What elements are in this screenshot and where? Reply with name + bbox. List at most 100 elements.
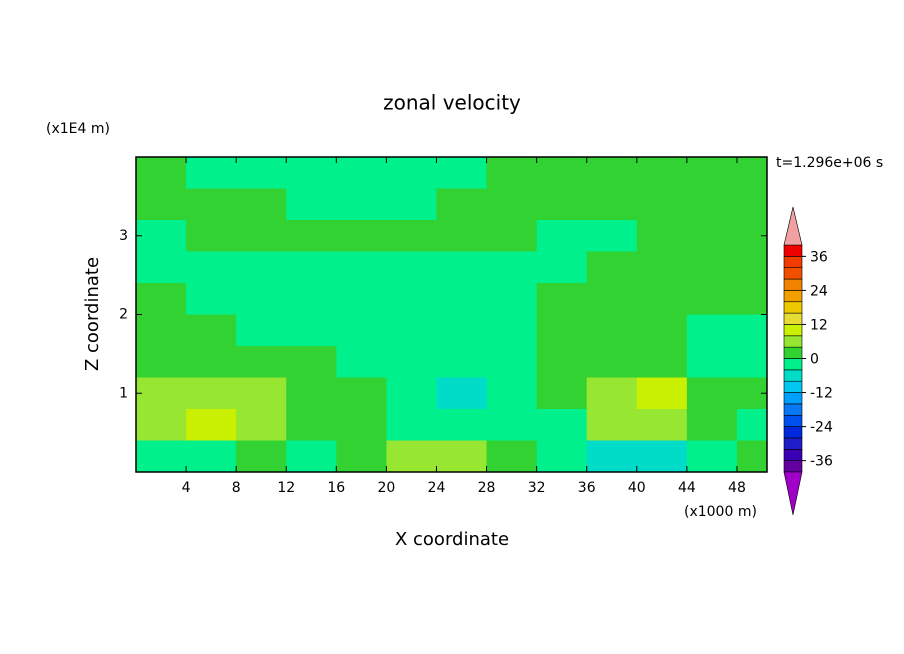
contour-cell bbox=[536, 283, 588, 315]
x-tick-label: 24 bbox=[428, 480, 446, 496]
contour-cell bbox=[636, 220, 688, 252]
contour-cell bbox=[486, 283, 538, 315]
contour-cell bbox=[286, 440, 337, 472]
colorbar-tick-label: -24 bbox=[810, 420, 833, 436]
contour-cell bbox=[586, 440, 638, 472]
contour-cell bbox=[686, 157, 738, 189]
contour-cell bbox=[486, 220, 538, 252]
contour-cell bbox=[186, 157, 237, 189]
contour-cell bbox=[136, 409, 187, 441]
contour-cell bbox=[686, 283, 738, 315]
contour-cell bbox=[686, 377, 738, 410]
colorbar-box bbox=[783, 346, 803, 359]
contour-cell bbox=[536, 220, 588, 252]
contour-cell bbox=[336, 188, 387, 221]
contour-cell bbox=[586, 409, 638, 441]
contour-cell bbox=[736, 440, 767, 472]
contour-cell bbox=[186, 283, 237, 315]
colorbar-box bbox=[783, 278, 803, 291]
colorbar-box bbox=[783, 301, 803, 314]
x-tick-label: 40 bbox=[628, 480, 646, 496]
contour-cell bbox=[636, 188, 688, 221]
contour-cell bbox=[686, 251, 738, 284]
colorbar-box bbox=[783, 414, 803, 427]
time-label: t=1.296e+06 s bbox=[776, 155, 883, 171]
contour-cell bbox=[286, 283, 337, 315]
contour-cell bbox=[136, 314, 187, 347]
contour-cell bbox=[286, 220, 337, 252]
contour-cell bbox=[486, 251, 538, 284]
contour-cell bbox=[586, 283, 638, 315]
contour-cell bbox=[186, 440, 237, 472]
contour-cell bbox=[436, 157, 488, 189]
colorbar-box bbox=[783, 312, 803, 325]
contour-cell bbox=[736, 314, 767, 347]
contour-cell bbox=[436, 409, 488, 441]
chart-title: zonal velocity bbox=[383, 91, 521, 115]
contour-cell bbox=[586, 188, 638, 221]
contour-cell bbox=[586, 220, 638, 252]
contour-cell bbox=[536, 377, 588, 410]
contour-cell bbox=[636, 314, 688, 347]
x-tick-label: 48 bbox=[728, 480, 746, 496]
contour-cell bbox=[536, 440, 588, 472]
contour-cell bbox=[236, 283, 287, 315]
colorbar-box bbox=[783, 448, 803, 461]
contour-cell bbox=[486, 409, 538, 441]
contour-cell bbox=[336, 251, 387, 284]
colorbar-box bbox=[783, 324, 803, 337]
colorbar-box bbox=[783, 267, 803, 280]
colorbar-over bbox=[783, 206, 803, 246]
x-tick-label: 8 bbox=[232, 480, 241, 496]
colorbar-box bbox=[783, 460, 803, 473]
contour-cell bbox=[736, 283, 767, 315]
contour-cell bbox=[286, 377, 337, 410]
contour-cell bbox=[686, 188, 738, 221]
contour-cell bbox=[136, 283, 187, 315]
contour-cell bbox=[336, 157, 387, 189]
colorbar-box bbox=[783, 369, 803, 382]
colorbar-box bbox=[783, 244, 803, 257]
contour-cell bbox=[536, 188, 588, 221]
contour-cell bbox=[386, 157, 437, 189]
contour-cell bbox=[586, 346, 638, 378]
colorbar-tick-label: 12 bbox=[810, 317, 828, 333]
contour-cell bbox=[236, 440, 287, 472]
contour-cell bbox=[386, 377, 437, 410]
contour-cell bbox=[386, 188, 437, 221]
contour-cell bbox=[436, 251, 488, 284]
contour-cell bbox=[236, 251, 287, 284]
contour-cell bbox=[636, 251, 688, 284]
contour-cell bbox=[286, 314, 337, 347]
y-unit: (x1E4 m) bbox=[46, 121, 110, 137]
colorbar-box bbox=[783, 392, 803, 405]
contour-cell bbox=[186, 377, 237, 410]
contour-cell bbox=[536, 157, 588, 189]
contour-cell bbox=[386, 283, 437, 315]
x-unit: (x1000 m) bbox=[684, 504, 757, 520]
colorbar-tick-label: -12 bbox=[810, 386, 833, 402]
contour-cell bbox=[236, 220, 287, 252]
contour-cell bbox=[386, 220, 437, 252]
contour-cell bbox=[386, 440, 437, 472]
contour-cell bbox=[336, 346, 387, 378]
colorbar-tick-label: 24 bbox=[810, 283, 828, 299]
contour-cell bbox=[386, 409, 437, 441]
contour-cell bbox=[186, 409, 237, 441]
contour-cell bbox=[386, 251, 437, 284]
contour-cell bbox=[186, 314, 237, 347]
colorbar-under bbox=[783, 471, 803, 516]
contour-cell bbox=[436, 440, 488, 472]
contour-field bbox=[136, 157, 767, 472]
contour-cell bbox=[536, 409, 588, 441]
contour-cell bbox=[586, 314, 638, 347]
contour-cell bbox=[336, 440, 387, 472]
contour-cell bbox=[386, 314, 437, 347]
contour-cell bbox=[336, 314, 387, 347]
contour-cell bbox=[286, 188, 337, 221]
contour-cell bbox=[336, 409, 387, 441]
contour-cell bbox=[586, 251, 638, 284]
contour-cell bbox=[686, 346, 738, 378]
contour-cell bbox=[686, 440, 738, 472]
